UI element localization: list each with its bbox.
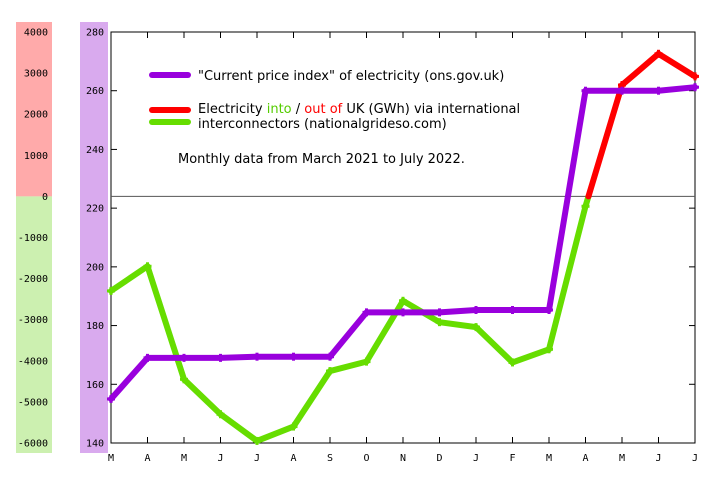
primary-tick-label: 220 [86,204,104,215]
x-tick-label: S [327,453,333,464]
flow-segment [108,263,151,294]
flow-segment [254,423,297,444]
left-tick-label: -6000 [18,439,48,450]
flow-segment [144,263,187,383]
primary-axis-band [80,22,108,453]
left-tick-label: 0 [42,192,48,203]
legend-flow-prefix: Electricity [198,102,267,117]
primary-tick-label: 160 [86,380,104,391]
flow-segment [585,82,625,200]
x-tick-label: J [473,453,479,464]
flow-segment [619,50,662,89]
primary-tick-label: 180 [86,321,104,332]
flow-segment [546,203,589,353]
left-tick-label: 4000 [24,28,48,39]
x-tick-label: F [509,453,515,464]
x-tick-label: M [108,453,114,464]
primary-tick-label: 280 [86,28,104,39]
legend-label-flow-line2: interconnectors (nationalgrideso.com) [198,117,447,132]
axis-bands [16,22,108,453]
primary-tick-label: 260 [86,86,104,97]
x-tick-label: A [290,453,296,464]
x-tick-label: M [181,453,187,464]
flow-segment [217,411,260,444]
left-tick-label: -4000 [18,356,48,367]
legend-flow-into: into [267,102,292,117]
flow-segment [436,319,479,331]
x-tick-label: M [546,453,552,464]
flow-segment [290,368,333,430]
primary-tick-label: 140 [86,439,104,450]
left-tick-label: 3000 [24,69,48,80]
primary-tick-label: 240 [86,145,104,156]
chart-note: Monthly data from March 2021 to July 202… [178,152,465,167]
series-price [107,83,699,403]
left-axis-ticks: 4000 3000 2000 1000 0 -1000 -2000 -3000 -4000 -50… [18,28,48,450]
x-tick-label: A [144,453,150,464]
series-flow [107,49,699,445]
left-band-negative [16,196,52,453]
x-tick-label: A [582,453,588,464]
left-tick-label: -5000 [18,397,48,408]
legend-flow-out: out of [304,102,342,117]
x-tick-label: J [217,453,223,464]
x-tick-label: J [254,453,260,464]
left-tick-label: -3000 [18,315,48,326]
legend-flow-suffix: UK (GWh) via international [342,102,520,117]
left-tick-label: 2000 [24,110,48,121]
x-tick-label: D [436,453,442,464]
left-tick-label: -2000 [18,274,48,285]
x-tick-label: N [400,453,406,464]
legend-label-price: "Current price index" of electricity (on… [198,69,504,84]
left-tick-label: 1000 [24,151,48,162]
flow-segment [473,324,516,366]
flow-segment [181,376,224,418]
flow-segment [327,358,370,375]
x-tick-label: M [619,453,625,464]
left-band-positive [16,22,52,197]
flow-segment [509,346,552,366]
x-tick-label: J [655,453,661,464]
legend-label-flow: Electricity into / out of UK (GWh) via i… [198,102,520,117]
legend: "Current price index" of electricity (on… [149,69,520,132]
x-tick-label: J [692,453,698,464]
x-tick-label: O [363,453,369,464]
series-layer [107,49,699,445]
primary-tick-label: 200 [86,262,104,273]
flow-segment [655,50,698,80]
left-tick-label: -1000 [18,233,48,244]
legend-flow-sep: / [292,102,305,117]
